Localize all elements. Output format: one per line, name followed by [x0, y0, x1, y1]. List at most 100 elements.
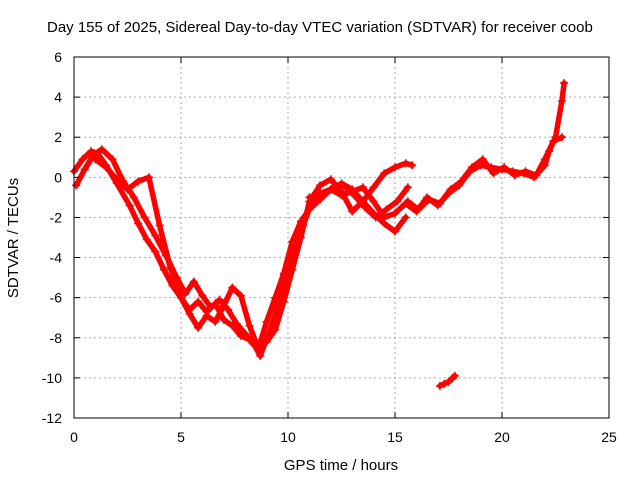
x-tick-label: 0	[70, 429, 78, 445]
grid	[74, 57, 609, 418]
data-point	[134, 177, 143, 186]
data-point	[219, 301, 228, 310]
data-point	[489, 169, 498, 178]
data-point	[468, 163, 477, 172]
data-point	[80, 165, 89, 174]
data-point	[446, 185, 455, 194]
data-point	[194, 297, 203, 306]
x-axis-label: GPS time / hours	[284, 457, 398, 474]
data-point	[245, 321, 254, 330]
data-point	[532, 171, 541, 180]
y-tick-label: -4	[50, 250, 63, 266]
data-point	[316, 181, 325, 190]
data-point	[256, 351, 265, 360]
data-point	[194, 323, 203, 332]
x-tick-label: 5	[177, 429, 185, 445]
data-point	[425, 195, 434, 204]
data-point	[326, 175, 335, 184]
data-point	[211, 317, 220, 326]
data-point	[254, 343, 263, 352]
data-point	[414, 205, 423, 214]
data-point	[78, 155, 87, 164]
data-point	[134, 219, 143, 228]
data-point	[391, 227, 399, 236]
series-layer	[70, 79, 569, 390]
data-point	[262, 317, 271, 326]
data-point	[348, 207, 357, 216]
data-point	[166, 263, 175, 272]
series-line-arc-5	[405, 134, 565, 213]
y-tick-label: -2	[50, 209, 63, 225]
data-point	[382, 205, 391, 214]
data-point	[435, 199, 444, 208]
data-point	[288, 237, 297, 246]
series-line-arc-3	[92, 156, 415, 351]
data-point	[478, 155, 487, 164]
data-point	[155, 221, 164, 230]
y-tick-label: -12	[42, 410, 62, 426]
data-point	[326, 185, 335, 194]
data-point	[142, 235, 151, 244]
data-point	[185, 309, 194, 318]
data-point	[339, 181, 348, 190]
data-point	[337, 191, 346, 200]
data-point	[401, 159, 410, 168]
y-axis-label: SDTVAR / TECUs	[5, 178, 22, 298]
data-point	[129, 193, 138, 202]
data-point	[108, 155, 117, 164]
data-point	[380, 169, 389, 178]
series-line-arc-2	[73, 146, 411, 359]
data-point	[510, 171, 519, 180]
data-point	[241, 329, 250, 338]
data-point	[228, 283, 237, 292]
data-point	[450, 371, 459, 380]
y-tick-label: 2	[54, 129, 62, 145]
data-point	[125, 201, 134, 210]
x-tick-label: 10	[280, 429, 296, 445]
data-point	[408, 161, 417, 170]
chart-title: Day 155 of 2025, Sidereal Day-to-day VTE…	[47, 19, 593, 36]
data-point	[279, 297, 288, 306]
x-tick-label: 20	[494, 429, 510, 445]
data-point	[140, 213, 149, 222]
data-point	[549, 137, 558, 146]
data-point	[371, 213, 380, 222]
data-point	[215, 295, 224, 304]
data-point	[198, 291, 207, 300]
data-point	[361, 203, 370, 212]
data-point	[457, 177, 466, 186]
data-point	[262, 337, 271, 346]
data-point	[391, 209, 399, 218]
data-point	[403, 183, 412, 192]
plot-frame	[73, 56, 610, 419]
y-tick-label: 4	[54, 89, 62, 105]
data-point	[123, 185, 132, 194]
data-point	[557, 97, 566, 106]
data-point	[358, 183, 367, 192]
data-point	[219, 315, 228, 324]
data-point	[391, 163, 399, 172]
y-tick-label: -10	[42, 370, 62, 386]
data-point	[358, 197, 367, 206]
y-tick-label: 6	[54, 49, 62, 65]
data-point	[91, 155, 100, 164]
data-point	[393, 197, 402, 206]
data-point	[181, 289, 190, 298]
data-point	[236, 291, 245, 300]
data-point	[540, 155, 549, 164]
data-point	[232, 319, 241, 328]
data-point	[435, 381, 444, 390]
data-point	[97, 145, 106, 154]
data-point	[401, 213, 410, 222]
data-point	[151, 247, 160, 256]
axis-ticks: 0 5 10 15 20 25 -12 -10 -8 -6 -4 -2 0 2 4 6	[42, 49, 617, 445]
data-point	[72, 181, 81, 190]
data-point	[316, 189, 325, 198]
y-tick-label: -8	[50, 330, 63, 346]
data-point	[348, 187, 357, 196]
data-point	[440, 379, 449, 388]
data-point	[189, 277, 198, 286]
data-point	[369, 183, 378, 192]
data-point	[557, 133, 566, 142]
